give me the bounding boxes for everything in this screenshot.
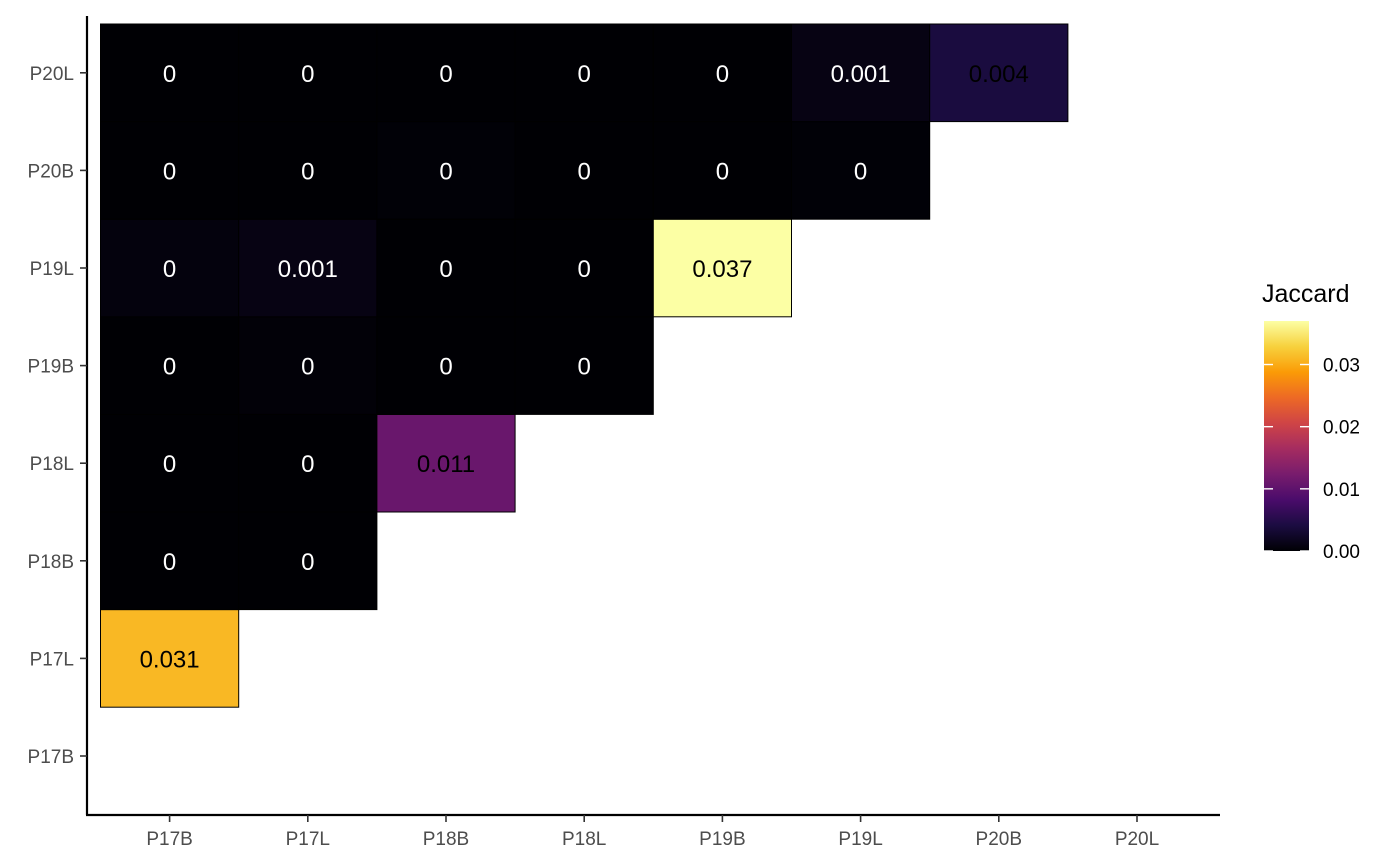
y-tick-label: P17B: [28, 747, 74, 768]
y-axis-ticks: P17B P17L P18B P18L P19B P19L P20B P20L: [28, 64, 87, 768]
x-tick-label: P19B: [699, 829, 745, 850]
heatmap-cell: [652, 121, 792, 220]
cell-value-label: 0: [301, 158, 314, 185]
x-tick-label: P17L: [286, 829, 330, 850]
heatmap-cell: [791, 121, 931, 220]
heatmap-cell: [791, 23, 931, 123]
heatmap-cell: [376, 316, 516, 415]
heatmap-cells: 0.031 0 0 0 0 0.011 0 0 0 0 0 0.001 0 0 0.037 0 0 0 0 0 0 0 0 0…: [100, 23, 1069, 708]
cell-value-label: 0: [301, 549, 314, 576]
cell-value-label: 0: [163, 549, 176, 576]
y-tick-label: P19L: [30, 259, 74, 280]
cell-value-label: 0: [163, 354, 176, 381]
legend-tick-label: 0.03: [1323, 356, 1360, 377]
x-tick-label: P19L: [838, 829, 882, 850]
cell-value-label: 0: [716, 61, 729, 88]
cell-value-label: 0: [301, 61, 314, 88]
x-tick-label: P20B: [976, 829, 1022, 850]
legend-title: Jaccard: [1262, 280, 1350, 308]
cell-value-label: 0: [716, 158, 729, 185]
y-tick-label: P20L: [30, 64, 74, 85]
cell-value-label: 0: [163, 61, 176, 88]
heatmap-cell: [376, 218, 516, 318]
cell-value-label: 0: [439, 256, 452, 283]
cell-value-label: 0: [163, 451, 176, 478]
legend-colorbar: [1264, 321, 1309, 551]
heatmap-cell: [929, 23, 1069, 123]
cell-value-label: 0: [578, 61, 591, 88]
cell-value-label: 0: [578, 256, 591, 283]
cell-value-label: 0: [301, 354, 314, 381]
heatmap-cell: [100, 121, 240, 220]
cell-value-label: 0: [163, 158, 176, 185]
heatmap-cell: [376, 413, 516, 513]
cell-value-label: 0.001: [278, 256, 338, 283]
cell-value-label: 0: [578, 354, 591, 381]
x-tick-label: P18B: [423, 829, 469, 850]
y-tick-label: P18L: [30, 454, 74, 475]
x-tick-label: P18L: [562, 829, 606, 850]
heatmap-cell: [238, 218, 378, 318]
x-axis-ticks: P17B P17L P18B P18L P19B P19L P20B P20L: [146, 815, 1159, 850]
heatmap-cell: [100, 413, 240, 513]
heatmap-cell: [100, 23, 240, 123]
legend-ticks: 0.00 0.01 0.02 0.03: [1264, 356, 1360, 563]
heatmap-cell: [514, 121, 654, 220]
heatmap-cell: [238, 413, 378, 513]
color-legend: Jaccard 0.00 0.01 0.02 0.03: [1262, 280, 1360, 563]
heatmap-cell: [238, 316, 378, 415]
cell-value-label: 0.031: [140, 646, 200, 673]
cell-value-label: 0: [163, 256, 176, 283]
cell-value-label: 0: [578, 158, 591, 185]
heatmap-cell: [100, 609, 240, 708]
legend-tick-label: 0.01: [1323, 480, 1360, 501]
y-tick-label: P19B: [28, 357, 74, 378]
cell-value-label: 0.011: [417, 451, 475, 478]
axes: [85, 16, 1220, 817]
x-tick-label: P20L: [1115, 829, 1159, 850]
heatmap-cell: [100, 316, 240, 415]
heatmap-cell: [238, 23, 378, 123]
legend-tick-label: 0.00: [1323, 542, 1360, 563]
cell-value-label: 0: [439, 158, 452, 185]
legend-tick-label: 0.02: [1323, 418, 1360, 439]
y-tick-label: P18B: [28, 552, 74, 573]
cell-value-label: 0: [301, 451, 314, 478]
cell-value-label: 0: [439, 354, 452, 381]
y-tick-label: P20B: [28, 161, 74, 182]
y-tick-label: P17L: [30, 649, 74, 670]
heatmap-cell: [376, 121, 516, 220]
cell-value-label: 0: [439, 61, 452, 88]
heatmap-cell: [100, 511, 240, 611]
heatmap-cell: [514, 23, 654, 123]
cell-value-label: 0.001: [831, 61, 891, 88]
heatmap-cell: [238, 121, 378, 220]
heatmap-cell: [514, 316, 654, 415]
cell-value-label: 0: [854, 158, 867, 185]
cell-value-label: 0.004: [969, 61, 1029, 88]
heatmap-cell: [652, 218, 792, 318]
cell-value-label: 0.037: [692, 256, 752, 283]
x-tick-label: P17B: [146, 829, 192, 850]
